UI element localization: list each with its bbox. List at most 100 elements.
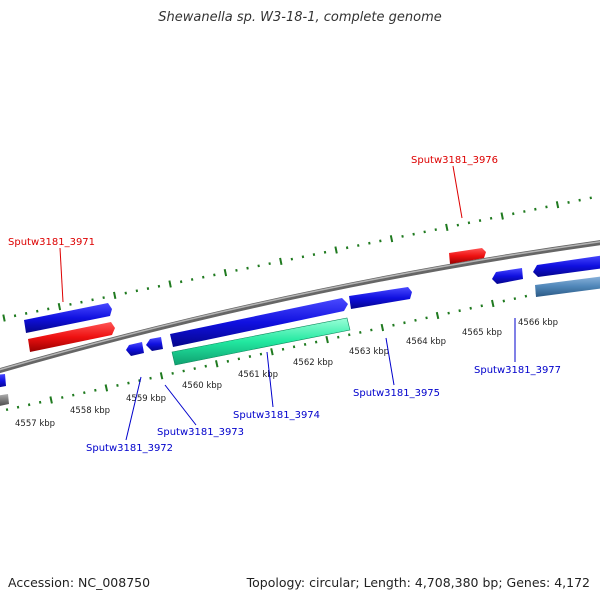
minor-tick	[248, 355, 252, 358]
minor-tick	[171, 371, 174, 375]
major-tick	[57, 303, 62, 311]
outer-tick-track	[2, 196, 592, 322]
minor-tick	[359, 330, 362, 334]
minor-tick	[314, 340, 318, 344]
minor-tick	[80, 300, 83, 304]
gene-label-3974[interactable]: Sputw3181_3974	[233, 410, 320, 421]
minor-tick	[456, 223, 460, 227]
minor-tick	[513, 297, 517, 301]
minor-tick	[290, 257, 294, 261]
minor-tick	[146, 287, 150, 290]
minor-tick	[257, 264, 260, 268]
gene-3971-upper-arrow[interactable]	[24, 303, 112, 333]
minor-tick	[204, 364, 207, 368]
major-tick	[380, 323, 385, 332]
minor-tick	[24, 312, 28, 315]
inner-tick-track	[5, 280, 594, 412]
gene-label-3977[interactable]: Sputw3181_3977	[474, 365, 561, 376]
major-tick	[168, 280, 172, 288]
major-tick	[159, 372, 164, 380]
minor-tick	[489, 216, 493, 220]
major-tick	[279, 257, 283, 265]
minor-tick	[312, 253, 316, 256]
minor-tick	[213, 273, 216, 277]
gene-forward-arrow[interactable]	[492, 268, 523, 284]
leader-line-3974	[266, 351, 274, 408]
gene-forward-arrow[interactable]	[533, 255, 600, 277]
gene-label-3976[interactable]: Sputw3181_3976	[411, 155, 498, 166]
gene-edge-arrow[interactable]	[0, 374, 6, 388]
leader-line-3973	[164, 384, 197, 426]
minor-tick	[589, 196, 592, 200]
ruler-label: 4563 kbp	[349, 347, 389, 357]
minor-tick	[370, 328, 373, 332]
gene-3973-arrow[interactable]	[146, 337, 163, 351]
minor-tick	[368, 241, 371, 245]
gene-3972-arrow[interactable]	[126, 342, 144, 356]
minor-tick	[534, 207, 537, 211]
minor-tick	[193, 367, 196, 371]
gene-3976-arrow[interactable]	[449, 248, 486, 264]
minor-tick	[179, 280, 183, 284]
ruler-label: 4566 kbp	[518, 318, 558, 328]
gene-label-3973[interactable]: Sputw3181_3973	[157, 427, 244, 438]
gene-3971-lower-arrow[interactable]	[28, 322, 115, 352]
minor-tick	[345, 246, 349, 250]
major-tick	[389, 235, 394, 243]
major-tick	[491, 299, 495, 308]
gene-label-3972[interactable]: Sputw3181_3972	[86, 443, 173, 454]
minor-tick	[523, 210, 526, 213]
minor-tick	[127, 381, 130, 385]
minor-tick	[47, 307, 50, 311]
minor-tick	[303, 342, 307, 346]
minor-tick	[323, 250, 327, 254]
gene-label-3975[interactable]: Sputw3181_3975	[353, 388, 440, 399]
minor-tick	[578, 198, 581, 202]
leader-line-3971	[59, 247, 64, 303]
gene-3977-steelblue[interactable]	[535, 276, 600, 297]
minor-tick	[392, 323, 395, 327]
minor-tick	[292, 345, 296, 349]
gene-3974-highlighted[interactable]	[171, 317, 351, 366]
major-tick	[270, 348, 274, 356]
minor-tick	[157, 284, 161, 288]
ruler-label: 4562 kbp	[293, 358, 333, 368]
minor-tick	[237, 357, 241, 361]
gene-edge-gray[interactable]	[0, 394, 9, 407]
minor-tick	[182, 369, 185, 373]
minor-tick	[235, 268, 238, 272]
minor-tick	[259, 352, 263, 356]
gene-label-3971[interactable]: Sputw3181_3971	[8, 237, 95, 248]
minor-tick	[348, 333, 351, 337]
major-tick	[334, 246, 338, 254]
minor-tick	[379, 239, 382, 243]
minor-tick	[149, 376, 152, 380]
minor-tick	[545, 205, 548, 209]
ruler-label: 4561 kbp	[238, 370, 278, 380]
major-tick	[445, 223, 449, 231]
major-tick	[49, 396, 53, 404]
minor-tick	[83, 391, 86, 395]
genome-backbone-highlight	[0, 240, 600, 371]
gene-forward-arrow[interactable]	[349, 287, 412, 309]
minor-tick	[401, 234, 404, 238]
minor-tick	[27, 403, 31, 407]
major-tick	[215, 360, 219, 368]
major-tick	[325, 335, 329, 344]
ruler-label: 4559 kbp	[126, 394, 166, 404]
minor-tick	[412, 232, 415, 236]
ruler-label: 4565 kbp	[462, 328, 502, 338]
minor-tick	[61, 396, 64, 399]
major-tick	[500, 212, 504, 220]
forward-strand-genes	[24, 248, 600, 347]
genome-title: Shewanella sp. W3-18-1, complete genome	[158, 10, 442, 25]
minor-tick	[190, 278, 194, 281]
minor-tick	[226, 359, 230, 363]
minor-tick	[478, 219, 482, 222]
gene-forward-arrow[interactable]	[170, 298, 348, 347]
leader-line-3972	[125, 376, 142, 441]
minor-tick	[246, 266, 249, 270]
major-tick	[223, 269, 228, 277]
genome-backbone	[0, 240, 600, 374]
